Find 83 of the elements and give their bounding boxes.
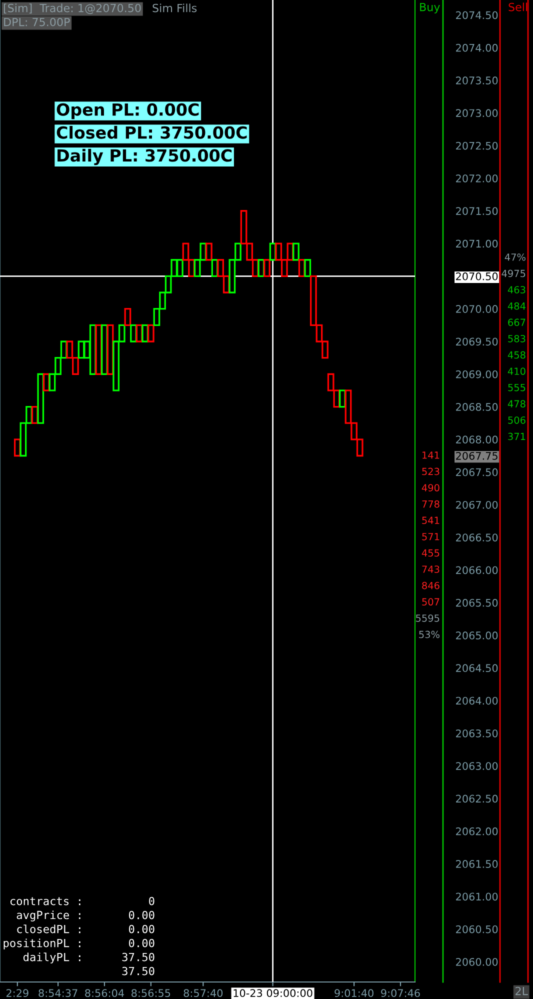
annotation: 37.50 (122, 966, 154, 976)
x-tick-label: 8:56:04 (85, 989, 124, 998)
y-tick-label: 2064.50 (456, 664, 498, 672)
x-tick-label: 9:07:46 (381, 989, 420, 998)
y-tick-label: 2072.50 (456, 142, 498, 150)
y-tick-label: 2074.00 (456, 44, 498, 52)
annotation: Open PL: 0.00C (56, 103, 199, 120)
y-tick-label: 2066.00 (456, 566, 498, 574)
text: 2L (516, 986, 528, 996)
text: 458 (508, 351, 526, 359)
x-tick-label: 10-23 09:00:00 (234, 989, 312, 998)
text: Sell (508, 2, 528, 12)
y-tick-label: 2074.50 (456, 11, 498, 20)
x-tick-label: 8:56:55 (132, 989, 170, 998)
text: 555 (508, 384, 526, 392)
text: 4975 (502, 270, 526, 278)
annotation: dailyPL : (23, 952, 80, 964)
y-tick-label: 2060.50 (456, 925, 498, 934)
y-tick-label: 2064.00 (456, 696, 498, 705)
y-tick-label: 2068.00 (456, 436, 498, 444)
y-tick-label: 2062.00 (456, 827, 498, 836)
y-tick-label: 2067.75 (456, 452, 498, 460)
y-tick-label: 2063.00 (456, 762, 498, 770)
text: 667 (508, 318, 526, 326)
y-tick-label: 2066.50 (456, 534, 498, 542)
y-tick-label: 2065.50 (456, 598, 498, 607)
text: 463 (508, 286, 526, 294)
annotation: closedPL : (17, 924, 80, 934)
annotation: Closed PL: 3750.00C (56, 126, 247, 139)
y-tick-label: 2062.50 (456, 794, 498, 803)
y-tick-label: 2063.50 (456, 729, 498, 738)
annotation: 0.00 (128, 938, 154, 948)
text: 778 (422, 500, 440, 508)
text: 743 (422, 566, 440, 573)
text: 371 (508, 432, 526, 440)
y-tick-label: 2067.00 (456, 500, 498, 509)
x-tick-label: 9:01:40 (334, 989, 374, 998)
text: 541 (422, 516, 440, 524)
annotation: positionPL : (4, 938, 80, 950)
y-tick-label: 2073.00 (456, 109, 498, 118)
y-tick-label: 2065.00 (456, 632, 498, 640)
text: 478 (508, 400, 526, 408)
annotation: [Sim] Trade: 1@2070.50 (4, 4, 141, 14)
annotation: 0.00 (128, 924, 154, 934)
text: 47% (504, 253, 526, 261)
text: Buy (420, 2, 440, 14)
y-tick-label: 2072.00 (456, 174, 498, 182)
annotation: 0.00 (128, 910, 154, 920)
y-tick-label: 2068.50 (456, 403, 498, 411)
y-tick-label: 2073.50 (456, 76, 498, 84)
x-tick-label: 8:57:40 (184, 989, 223, 998)
text: 53% (419, 630, 440, 638)
y-tick-label: 2071.50 (456, 207, 498, 215)
annotation: Daily PL: 3750.00C (58, 148, 232, 166)
text: 523 (422, 468, 440, 476)
y-tick-label: 2069.50 (456, 338, 498, 346)
x-tick-label: 2:29 (6, 989, 28, 998)
text: 506 (508, 416, 526, 424)
text: 484 (508, 302, 526, 310)
text: 846 (422, 582, 440, 590)
annotation: 37.50 (122, 952, 154, 962)
y-tick-label: 2070.50 (456, 272, 498, 280)
y-tick-label: 2061.00 (456, 892, 498, 901)
x-tick-label: 8:54:37 (38, 989, 78, 998)
annotation: contracts : (10, 897, 80, 906)
y-tick-label: 2060.00 (456, 958, 498, 966)
y-tick-label: 2061.50 (456, 860, 498, 868)
annotation: Sim Fills (152, 4, 197, 12)
text: 490 (422, 484, 440, 492)
y-tick-label: 2069.00 (456, 370, 498, 378)
annotation: 0 (149, 896, 154, 906)
text: 583 (508, 334, 526, 342)
annotation: DPL: 75.00P (4, 18, 70, 26)
y-tick-label: 2067.50 (456, 468, 498, 476)
text: 5595 (416, 614, 440, 622)
text: 455 (422, 549, 440, 557)
annotation: avgPrice : (16, 910, 80, 922)
text: 410 (508, 368, 526, 375)
text: 571 (422, 533, 440, 540)
text: 507 (422, 598, 440, 606)
y-tick-label: 2070.00 (456, 305, 498, 313)
text: 141 (422, 452, 440, 459)
y-tick-label: 2071.00 (456, 240, 498, 248)
